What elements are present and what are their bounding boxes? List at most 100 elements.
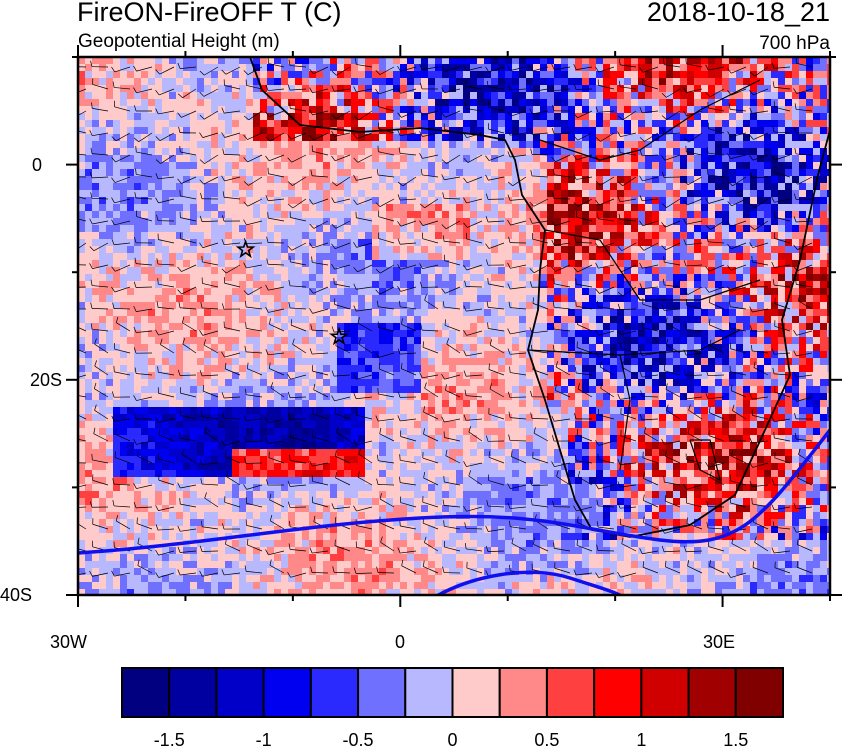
field-cell [330, 218, 337, 225]
field-cell [470, 323, 477, 330]
field-cell [253, 183, 260, 190]
field-cell [358, 386, 365, 393]
field-cell [554, 309, 561, 316]
field-cell [281, 162, 288, 169]
field-cell [729, 260, 736, 267]
field-cell [533, 421, 540, 428]
field-cell [421, 106, 428, 113]
field-cell [582, 351, 589, 358]
field-cell [351, 330, 358, 337]
field-cell [176, 358, 183, 365]
field-cell [582, 169, 589, 176]
field-cell [330, 190, 337, 197]
field-cell [736, 225, 743, 232]
field-cell [372, 211, 379, 218]
field-cell [771, 239, 778, 246]
field-cell [547, 323, 554, 330]
field-cell [169, 365, 176, 372]
field-cell [820, 127, 827, 134]
field-cell [736, 127, 743, 134]
field-cell [337, 386, 344, 393]
field-cell [148, 232, 155, 239]
field-cell [526, 225, 533, 232]
field-cell [232, 211, 239, 218]
field-cell [386, 330, 393, 337]
field-cell [701, 155, 708, 162]
field-cell [99, 295, 106, 302]
field-cell [659, 400, 666, 407]
field-cell [190, 141, 197, 148]
field-cell [589, 365, 596, 372]
field-cell [281, 134, 288, 141]
field-cell [589, 211, 596, 218]
field-cell [225, 78, 232, 85]
field-cell [568, 274, 575, 281]
field-cell [449, 134, 456, 141]
field-cell [169, 400, 176, 407]
field-cell [141, 127, 148, 134]
field-cell [554, 253, 561, 260]
field-cell [596, 456, 603, 463]
field-cell [288, 435, 295, 442]
field-cell [99, 141, 106, 148]
field-cell [722, 421, 729, 428]
field-cell [617, 239, 624, 246]
field-cell [113, 274, 120, 281]
field-cell [421, 344, 428, 351]
field-cell [680, 267, 687, 274]
field-cell [694, 365, 701, 372]
field-cell [113, 407, 120, 414]
field-cell [519, 85, 526, 92]
field-cell [526, 260, 533, 267]
field-cell [568, 449, 575, 456]
field-cell [435, 386, 442, 393]
field-cell [722, 428, 729, 435]
field-cell [372, 99, 379, 106]
field-cell [211, 141, 218, 148]
field-cell [631, 218, 638, 225]
field-cell [127, 204, 134, 211]
field-cell [92, 183, 99, 190]
field-cell [169, 435, 176, 442]
field-cell [477, 379, 484, 386]
field-cell [813, 134, 820, 141]
field-cell [400, 232, 407, 239]
field-cell [428, 162, 435, 169]
field-cell [456, 316, 463, 323]
field-cell [183, 309, 190, 316]
field-cell [141, 169, 148, 176]
field-cell [540, 120, 547, 127]
field-cell [288, 379, 295, 386]
field-cell [687, 169, 694, 176]
field-cell [617, 134, 624, 141]
field-cell [134, 463, 141, 470]
field-cell [666, 393, 673, 400]
field-cell [729, 267, 736, 274]
field-cell [722, 71, 729, 78]
field-cell [631, 302, 638, 309]
field-cell [673, 274, 680, 281]
field-cell [631, 393, 638, 400]
field-cell [680, 211, 687, 218]
field-cell [589, 456, 596, 463]
field-cell [624, 337, 631, 344]
field-cell [666, 232, 673, 239]
field-cell [428, 400, 435, 407]
field-cell [547, 113, 554, 120]
field-cell [379, 99, 386, 106]
field-cell [386, 134, 393, 141]
field-cell [414, 365, 421, 372]
field-cell [624, 421, 631, 428]
field-cell [575, 190, 582, 197]
field-cell [288, 120, 295, 127]
field-cell [113, 141, 120, 148]
field-cell [785, 162, 792, 169]
field-cell [449, 267, 456, 274]
field-cell [771, 246, 778, 253]
field-cell [141, 379, 148, 386]
field-cell [148, 92, 155, 99]
field-cell [127, 134, 134, 141]
field-cell [281, 379, 288, 386]
field-cell [407, 330, 414, 337]
field-cell [218, 155, 225, 162]
